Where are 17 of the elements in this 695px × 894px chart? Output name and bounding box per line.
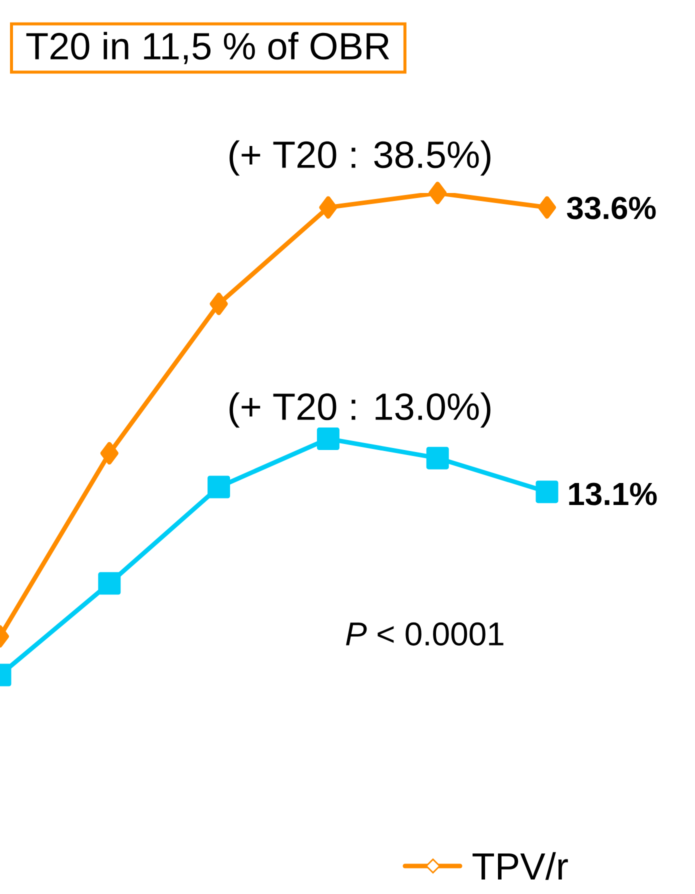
text: (+ T20 : 38.5%) <box>230 140 490 176</box>
point <box>210 292 228 316</box>
point <box>426 446 449 470</box>
legend-label: TPV/r <box>472 852 568 880</box>
point <box>319 196 338 219</box>
point <box>100 442 118 465</box>
point <box>538 196 556 219</box>
annotation: (+ T20 : 13.0%) <box>230 392 490 428</box>
point <box>428 182 447 204</box>
point <box>536 480 558 504</box>
point <box>208 476 230 498</box>
point <box>98 572 121 595</box>
annotation: P < 0.0001 <box>346 622 504 646</box>
point <box>316 428 340 450</box>
annotation: 33.6% <box>566 196 656 220</box>
chart-title: T20 in 11,5 % of OBR <box>26 32 390 64</box>
annotation: 13.1% <box>569 482 657 506</box>
